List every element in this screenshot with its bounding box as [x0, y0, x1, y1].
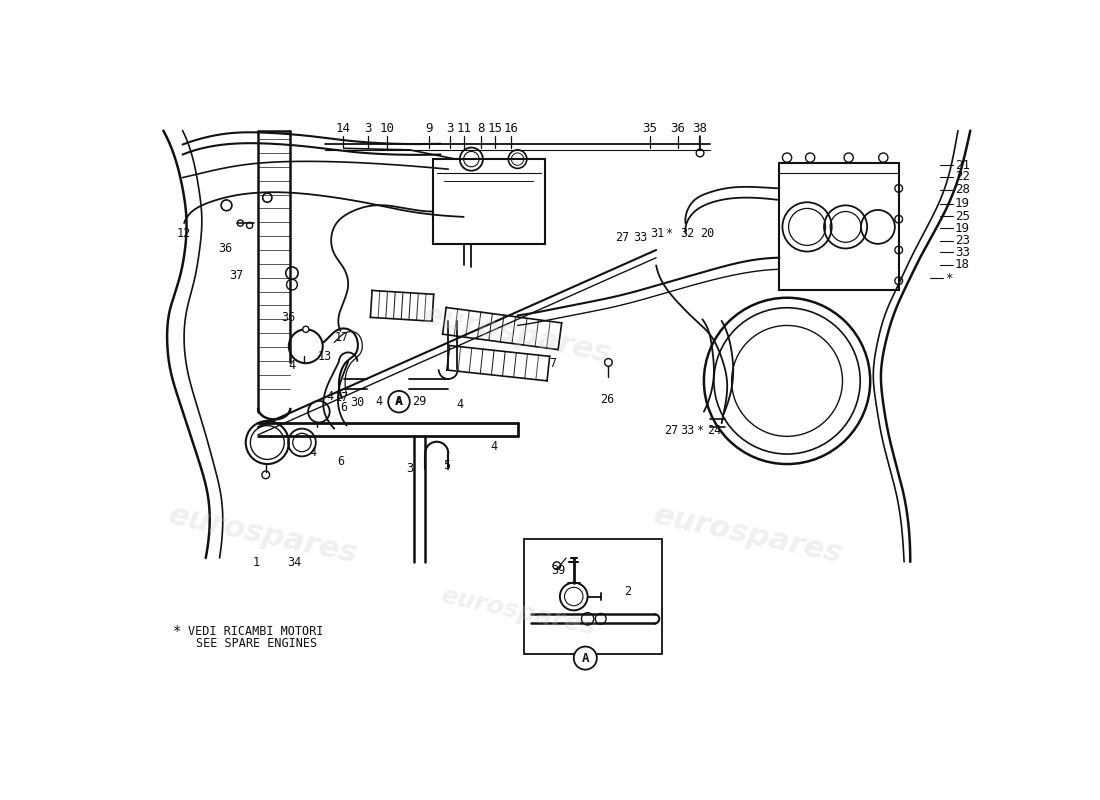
Text: 4: 4 — [491, 440, 497, 453]
Text: *: * — [697, 425, 704, 438]
Text: 19: 19 — [955, 198, 970, 210]
Circle shape — [574, 646, 597, 670]
Bar — [524, 538, 662, 654]
Text: eurospares: eurospares — [420, 301, 615, 369]
Text: eurospares: eurospares — [438, 584, 597, 640]
Text: A: A — [395, 395, 403, 408]
Text: 7: 7 — [549, 357, 557, 370]
Text: 12: 12 — [177, 226, 191, 239]
Text: 33: 33 — [634, 231, 648, 244]
Text: 3: 3 — [446, 122, 453, 134]
Text: 4: 4 — [309, 446, 317, 459]
Text: 16: 16 — [503, 122, 518, 134]
Text: 1: 1 — [252, 556, 260, 569]
Text: 4: 4 — [288, 359, 296, 372]
Text: 21: 21 — [955, 158, 970, 172]
Text: 14: 14 — [336, 122, 350, 134]
Text: 30: 30 — [350, 396, 364, 409]
Text: 31: 31 — [650, 227, 664, 240]
Circle shape — [302, 326, 309, 332]
Text: 9: 9 — [426, 122, 432, 134]
Text: 13: 13 — [318, 350, 332, 362]
Text: 4: 4 — [456, 398, 463, 410]
Text: 5: 5 — [443, 459, 450, 472]
Text: A: A — [582, 651, 590, 665]
Text: 8: 8 — [476, 122, 484, 134]
Text: 6: 6 — [341, 401, 348, 414]
Text: 3: 3 — [364, 122, 372, 134]
Text: 32: 32 — [680, 227, 694, 240]
Text: 23: 23 — [955, 234, 970, 247]
Text: SEE SPARE ENGINES: SEE SPARE ENGINES — [197, 637, 318, 650]
Text: 24: 24 — [707, 425, 722, 438]
Bar — [433, 159, 544, 244]
Text: 29: 29 — [411, 395, 426, 408]
Text: 20: 20 — [701, 227, 715, 240]
Text: 2: 2 — [624, 586, 631, 598]
Text: 22: 22 — [955, 170, 970, 183]
Text: 27: 27 — [615, 231, 629, 244]
Text: 36: 36 — [280, 311, 295, 324]
Text: 38: 38 — [692, 122, 707, 134]
Text: 4: 4 — [326, 390, 333, 403]
Text: 17: 17 — [334, 331, 349, 344]
Text: eurospares: eurospares — [166, 501, 361, 569]
Text: 34: 34 — [287, 556, 301, 569]
Text: 19: 19 — [955, 222, 970, 235]
Text: 18: 18 — [955, 258, 970, 271]
Text: 36: 36 — [218, 242, 232, 255]
Text: 3: 3 — [406, 462, 414, 475]
Text: 4: 4 — [375, 395, 383, 408]
Text: *: * — [945, 272, 953, 285]
Text: 10: 10 — [379, 122, 394, 134]
Text: 6: 6 — [338, 455, 344, 468]
Text: 25: 25 — [955, 210, 970, 222]
Bar — [779, 163, 899, 290]
Text: 36: 36 — [670, 122, 685, 134]
Text: 39: 39 — [551, 564, 565, 577]
Text: VEDI RICAMBI MOTORI: VEDI RICAMBI MOTORI — [188, 625, 323, 638]
Text: 37: 37 — [230, 269, 243, 282]
Text: eurospares: eurospares — [651, 501, 846, 569]
Text: 17: 17 — [334, 391, 349, 404]
Text: 11: 11 — [456, 122, 471, 134]
Text: 27: 27 — [664, 425, 679, 438]
Text: 33: 33 — [680, 425, 694, 438]
Text: *: * — [667, 227, 673, 240]
Text: 35: 35 — [642, 122, 658, 134]
Text: 28: 28 — [955, 183, 970, 197]
Text: A: A — [395, 395, 403, 408]
Text: 26: 26 — [601, 393, 615, 406]
Text: 33: 33 — [955, 246, 970, 259]
Text: 15: 15 — [487, 122, 503, 134]
Text: *: * — [173, 624, 182, 638]
